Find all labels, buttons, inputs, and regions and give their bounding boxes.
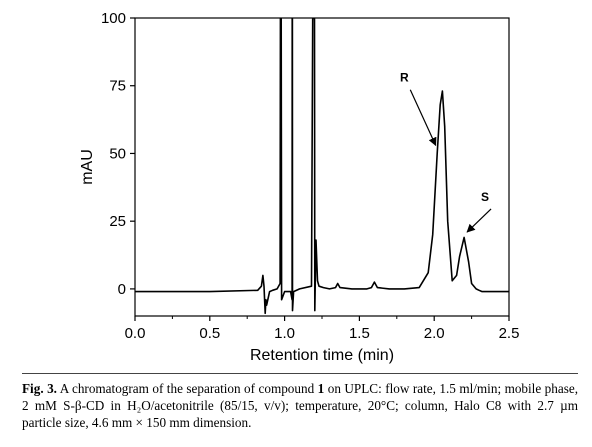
x-tick-label: 1.0 <box>274 325 295 342</box>
figure-caption: Fig. 3. A chromatogram of the separation… <box>22 380 578 431</box>
peak-label-s: S <box>481 190 489 204</box>
axis-ticks <box>130 17 510 321</box>
x-tick-label: 2.5 <box>499 325 520 342</box>
y-tick-label: 100 <box>101 10 126 27</box>
x-tick-label: 2.0 <box>424 325 445 342</box>
y-tick-label: 0 <box>118 281 126 298</box>
y-tick-label: 50 <box>109 145 126 162</box>
caption-text-part1: A chromatogram of the separation of comp… <box>56 381 318 396</box>
axis-tick-labels: 0.0 0.5 1.0 1.5 2.0 2.5 0 25 50 75 100 <box>101 10 519 342</box>
peak-arrow-s <box>466 208 492 233</box>
x-tick-label: 0.5 <box>199 325 220 342</box>
y-axis-title: mAU <box>79 149 96 185</box>
x-tick-label: 1.5 <box>349 325 370 342</box>
peak-arrow-r <box>409 89 437 147</box>
caption-text-part2: on UPLC: flow rate, 1.5 ml/min; mobile p… <box>22 381 578 430</box>
x-axis-title: Retention time (min) <box>250 347 394 364</box>
caption-compound-number: 1 <box>317 381 325 396</box>
caption-figure-label: Fig. 3. <box>22 381 57 396</box>
chromatogram-trace <box>135 17 509 315</box>
caption-divider <box>22 373 578 374</box>
plot-frame <box>134 17 510 317</box>
peak-label-r: R <box>400 71 409 85</box>
y-tick-label: 25 <box>109 213 126 230</box>
x-tick-label: 0.0 <box>125 325 146 342</box>
peak-annotations: RS <box>400 71 492 233</box>
y-tick-label: 75 <box>109 78 126 95</box>
